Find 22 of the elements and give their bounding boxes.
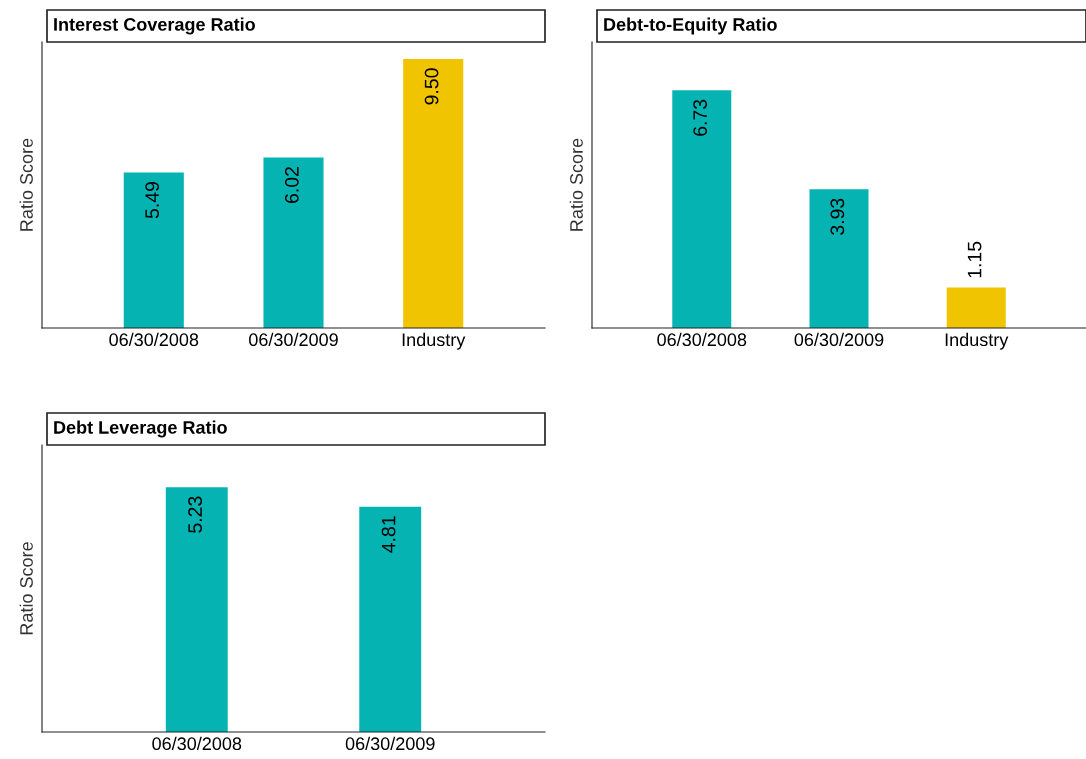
x-tick-label: 06/30/2008 <box>152 736 242 751</box>
y-axis-title: Ratio Score <box>19 138 33 231</box>
data-label: 1.15 <box>967 241 982 278</box>
x-tick-label: 06/30/2009 <box>794 332 884 347</box>
chart-title: Debt Leverage Ratio <box>54 420 227 438</box>
data-label: 6.02 <box>284 167 299 203</box>
data-label: 5.49 <box>145 182 159 219</box>
x-tick-label: Industry <box>402 332 466 350</box>
x-tick-label: 06/30/2008 <box>109 332 199 347</box>
data-label: 3.93 <box>830 198 845 235</box>
data-label: 4.81 <box>381 516 396 553</box>
x-tick-label: 06/30/2009 <box>345 736 435 751</box>
data-label: 9.50 <box>424 68 439 105</box>
chart-title: Interest Coverage Ratio <box>54 17 255 35</box>
x-tick-label: 06/30/2008 <box>657 332 747 347</box>
y-axis-title: Ratio Score <box>569 138 583 231</box>
data-label: 5.23 <box>188 496 202 533</box>
x-tick-label: Industry <box>945 332 1009 350</box>
y-axis-title: Ratio Score <box>19 542 33 635</box>
x-tick-label: 06/30/2009 <box>249 332 338 347</box>
chart-title: Debt-to-Equity Ratio <box>604 17 777 35</box>
data-label: 6.73 <box>693 99 707 136</box>
